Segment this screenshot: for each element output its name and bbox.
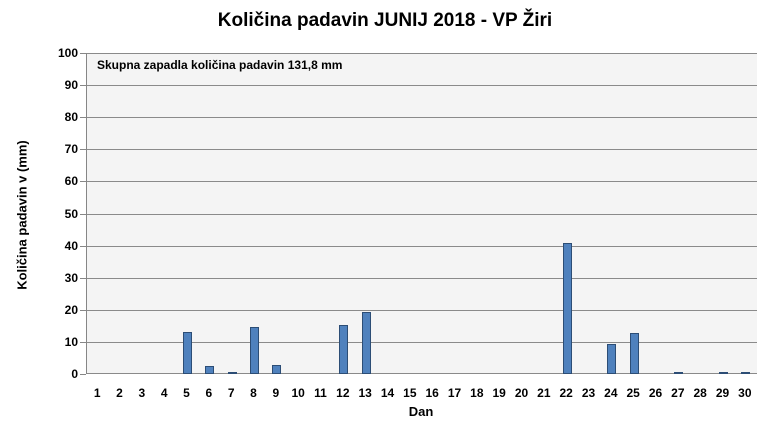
x-tick-label: 12 <box>336 386 350 400</box>
x-tick-label: 26 <box>648 386 663 400</box>
y-tick-mark <box>80 149 86 151</box>
x-tick-label: 24 <box>604 386 618 400</box>
x-tick-label: 10 <box>291 386 305 400</box>
y-tick-label: 100 <box>57 46 78 60</box>
y-tick-label: 80 <box>64 110 78 125</box>
gridline <box>87 181 757 183</box>
y-tick-mark <box>80 117 86 119</box>
x-tick-label: 25 <box>626 386 640 400</box>
y-tick-mark <box>80 85 86 87</box>
gridline <box>87 245 757 247</box>
bar-day-29 <box>719 372 728 374</box>
x-tick-label: 29 <box>715 386 730 400</box>
gridline <box>87 341 757 343</box>
y-tick-mark <box>80 374 86 375</box>
y-tick-label: 10 <box>64 334 78 349</box>
x-tick-label: 14 <box>380 386 395 400</box>
x-tick-label: 23 <box>581 386 596 400</box>
y-tick-label: 60 <box>64 174 78 189</box>
bar-day-7 <box>227 372 237 374</box>
x-tick-label: 2 <box>116 386 123 400</box>
bar-day-27 <box>674 372 684 374</box>
bar-day-12 <box>339 324 349 374</box>
x-tick-label: 8 <box>250 386 257 400</box>
gridline <box>87 85 757 87</box>
x-tick-label: 18 <box>470 386 484 400</box>
bar-day-13 <box>361 311 371 374</box>
y-tick-label: 70 <box>64 142 78 157</box>
x-tick-label: 1 <box>93 386 101 400</box>
y-axis-label: Količina padavin v (mm) <box>14 140 30 290</box>
gridline <box>87 309 757 311</box>
x-tick-label: 21 <box>537 386 551 400</box>
plot-area: Skupna zapadla količina padavin 131,8 mm <box>86 53 757 374</box>
gridline <box>87 213 757 215</box>
gridline <box>87 149 757 151</box>
x-tick-label: 17 <box>447 386 462 400</box>
y-tick-mark <box>80 277 86 279</box>
x-tick-label: 6 <box>205 386 213 400</box>
bar-day-5 <box>183 332 192 374</box>
x-tick-label: 27 <box>671 386 685 400</box>
bar-day-25 <box>629 332 639 374</box>
x-tick-label: 13 <box>358 386 372 400</box>
x-tick-label: 30 <box>738 386 752 400</box>
y-tick-label: 30 <box>64 270 78 285</box>
bar-day-22 <box>562 243 572 374</box>
y-tick-mark <box>80 181 86 183</box>
y-tick-mark <box>80 213 86 215</box>
gridline <box>87 277 757 279</box>
x-axis-line <box>87 373 757 374</box>
bar-day-30 <box>741 372 751 374</box>
y-tick-label: 50 <box>64 206 78 221</box>
total-annotation: Skupna zapadla količina padavin 131,8 mm <box>97 58 343 72</box>
x-tick-label: 28 <box>693 386 707 400</box>
y-tick-label: 0 <box>71 367 78 381</box>
x-tick-label: 7 <box>227 386 235 400</box>
x-tick-label: 20 <box>514 386 529 400</box>
x-tick-label: 5 <box>183 386 190 400</box>
x-tick-label: 9 <box>272 386 280 400</box>
bar-day-6 <box>205 366 215 374</box>
y-tick-label: 40 <box>64 238 78 253</box>
x-tick-label: 19 <box>492 386 506 400</box>
gridline <box>87 53 757 54</box>
x-tick-label: 15 <box>403 386 417 400</box>
bar-day-9 <box>272 365 282 374</box>
x-axis-label: Dan <box>408 404 434 419</box>
y-tick-mark <box>80 245 86 247</box>
y-tick-mark <box>80 53 86 54</box>
x-tick-label: 4 <box>160 386 168 400</box>
x-tick-label: 16 <box>425 386 439 400</box>
y-tick-mark <box>80 309 86 311</box>
y-tick-label: 90 <box>64 78 78 93</box>
y-tick-mark <box>80 341 86 343</box>
x-tick-label: 3 <box>138 386 146 400</box>
x-tick-label: 22 <box>559 386 573 400</box>
gridline <box>87 117 757 119</box>
bar-day-24 <box>607 344 617 374</box>
x-tick-label: 11 <box>314 386 327 400</box>
chart-title: Količina padavin JUNIJ 2018 - VP Žiri <box>217 10 553 31</box>
bar-day-8 <box>250 326 259 374</box>
y-tick-label: 20 <box>64 302 78 317</box>
